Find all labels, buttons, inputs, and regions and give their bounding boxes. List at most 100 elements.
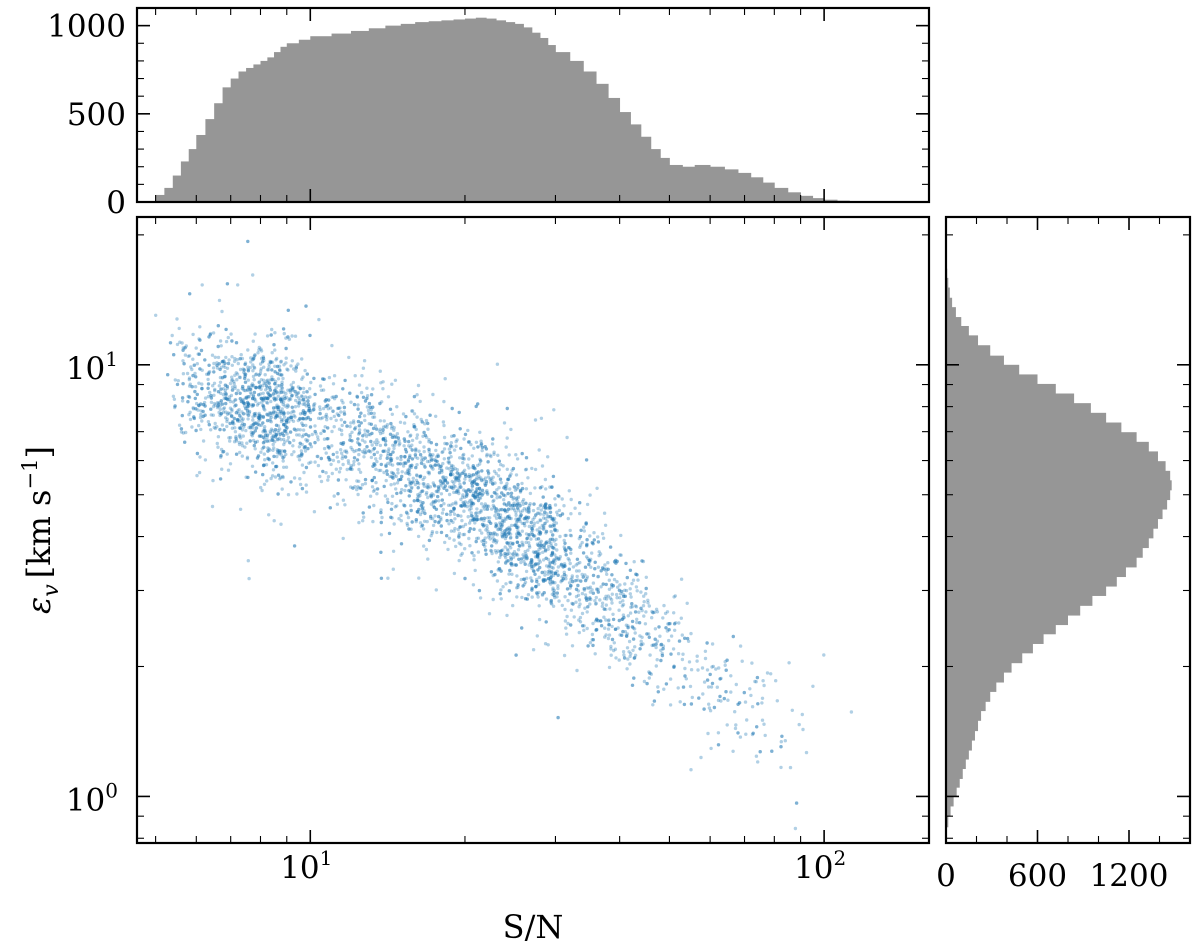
scatter-point	[418, 453, 423, 457]
scatter-point	[388, 407, 393, 411]
scatter-point	[249, 356, 253, 360]
scatter-point	[610, 583, 614, 587]
scatter-point	[437, 499, 441, 503]
scatter-point	[183, 440, 187, 444]
scatter-point	[357, 486, 361, 490]
scatter-point	[259, 367, 263, 371]
scatter-point	[343, 455, 348, 459]
scatter-point	[503, 484, 507, 489]
scatter-point	[539, 546, 543, 550]
scatter-point	[515, 595, 519, 599]
scatter-point	[516, 529, 520, 533]
scatter-point	[399, 491, 403, 495]
scatter-point	[457, 491, 461, 496]
scatter-point	[654, 642, 658, 646]
scatter-point	[304, 423, 308, 428]
scatter-point	[348, 433, 352, 437]
scatter-point	[602, 511, 607, 515]
scatter-point	[266, 378, 270, 382]
scatter-point	[543, 506, 548, 510]
scatter-point	[203, 458, 208, 462]
scatter-point	[433, 463, 437, 467]
scatter-point	[540, 593, 545, 597]
scatter-point	[281, 400, 286, 404]
scatter-point	[293, 415, 297, 419]
scatter-point	[355, 395, 360, 399]
scatter-point	[234, 411, 239, 415]
scatter-point	[312, 510, 317, 514]
scatter-point	[288, 441, 292, 445]
scatter-point	[280, 386, 285, 390]
scatter-point	[262, 429, 266, 433]
scatter-point	[563, 533, 567, 538]
scatter-point	[469, 514, 474, 518]
scatter-point	[258, 384, 263, 389]
y-axis-label-unit: [km s	[20, 490, 58, 579]
scatter-point	[527, 532, 531, 537]
scatter-point	[524, 501, 528, 505]
scatter-point	[327, 398, 331, 402]
scatter-point	[488, 534, 492, 538]
scatter-point	[432, 505, 437, 510]
scatter-point	[480, 522, 485, 527]
scatter-point	[645, 632, 649, 636]
scatter-point	[281, 475, 285, 480]
scatter-point	[511, 541, 515, 546]
scatter-point	[223, 374, 227, 379]
scatter-point	[549, 553, 554, 558]
scatter-point	[259, 369, 263, 373]
scatter-point	[268, 419, 272, 423]
scatter-point	[588, 596, 592, 600]
scatter-point	[523, 562, 527, 566]
scatter-point	[313, 392, 317, 397]
scatter-point	[411, 480, 415, 484]
scatter-point	[541, 495, 545, 499]
scatter-point	[289, 415, 294, 420]
scatter-point	[604, 594, 608, 598]
scatter-point	[556, 565, 561, 569]
scatter-point	[742, 690, 746, 695]
scatter-point	[429, 516, 433, 521]
scatter-point	[230, 426, 235, 430]
scatter-point	[484, 504, 489, 509]
scatter-point	[641, 642, 645, 646]
scatter-point	[491, 597, 495, 602]
scatter-point	[790, 708, 794, 712]
scatter-point	[223, 361, 227, 365]
scatter-point	[624, 623, 629, 627]
scatter-point	[266, 391, 270, 395]
scatter-point	[443, 484, 447, 488]
scatter-point	[427, 538, 432, 543]
scatter-point	[353, 425, 358, 430]
scatter-point	[574, 587, 579, 591]
scatter-point	[343, 420, 347, 424]
scatter-point	[218, 380, 223, 384]
scatter-point	[660, 653, 665, 658]
scatter-point	[320, 416, 325, 420]
scatter-point	[676, 686, 680, 690]
scatter-point	[415, 436, 419, 440]
scatter-point	[243, 376, 247, 381]
scatter-point	[269, 415, 274, 419]
scatter-point	[459, 446, 463, 451]
scatter-point	[279, 373, 283, 377]
scatter-point	[209, 407, 213, 411]
scatter-point	[403, 488, 407, 493]
scatter-point	[498, 508, 502, 512]
scatter-point	[668, 703, 673, 707]
scatter-point	[625, 667, 629, 671]
scatter-point	[207, 370, 211, 375]
scatter-point	[538, 565, 542, 570]
scatter-point	[251, 273, 255, 277]
scatter-point	[225, 282, 230, 286]
scatter-point	[369, 411, 373, 415]
scatter-point	[261, 384, 265, 388]
right-hist-bar	[946, 335, 979, 346]
scatter-point	[284, 419, 289, 423]
scatter-point	[385, 469, 389, 473]
scatter-point	[533, 572, 537, 576]
scatter-point	[515, 535, 519, 540]
scatter-point	[429, 514, 433, 519]
scatter-point	[221, 387, 226, 391]
scatter-point	[218, 367, 222, 372]
